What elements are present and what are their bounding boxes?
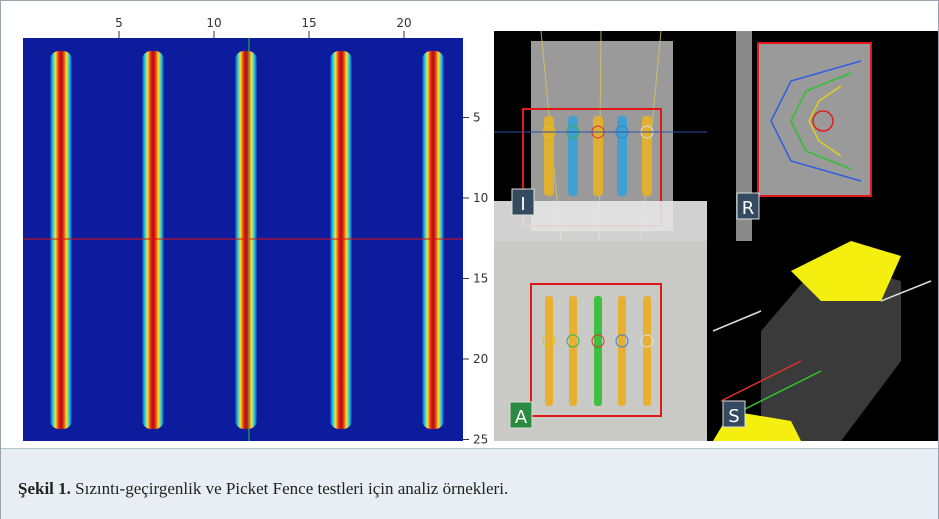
- caption-text: Sızıntı-geçirgenlik ve Picket Fence test…: [75, 479, 508, 498]
- leaf-stripe: [422, 51, 444, 429]
- leaf-stripe: [545, 296, 553, 406]
- figure-image: 5 10 15 20 5 10 15 20 25 I R A S: [1, 1, 938, 447]
- caption-label: Şekil 1.: [18, 479, 71, 498]
- y-tick-label: 20: [473, 352, 488, 366]
- view-label: S: [728, 406, 739, 427]
- leaf-stripe: [568, 116, 578, 196]
- leaf-stripe: [142, 51, 164, 429]
- leaf-stripe: [569, 296, 577, 406]
- view-label: A: [515, 407, 528, 428]
- leaf-stripe: [643, 296, 651, 406]
- leaf-stripe: [235, 51, 257, 429]
- y-tick-label: 10: [473, 191, 488, 205]
- view-label: I: [520, 194, 525, 215]
- view-label: R: [742, 198, 755, 219]
- leaf-stripe: [617, 116, 627, 196]
- x-tick-label: 10: [206, 16, 221, 30]
- leaf-stripe: [618, 296, 626, 406]
- x-tick-label: 20: [396, 16, 411, 30]
- y-tick-label: 5: [473, 111, 481, 125]
- leaf-stripe: [544, 116, 554, 196]
- y-tick-label: 25: [473, 433, 488, 447]
- leaf-stripe: [50, 51, 72, 429]
- leaf-stripe: [642, 116, 652, 196]
- figure: 5 10 15 20 5 10 15 20 25 I R A S Şekil 1. Sızıntı-g…: [0, 0, 939, 519]
- leaf-stripe: [594, 296, 602, 406]
- leaf-stripe: [593, 116, 603, 196]
- leaf-stripe: [330, 51, 352, 429]
- y-tick-label: 15: [473, 272, 488, 286]
- caption: Şekil 1. Sızıntı-geçirgenlik ve Picket F…: [18, 479, 508, 499]
- caption-box: Şekil 1. Sızıntı-geçirgenlik ve Picket F…: [1, 448, 938, 519]
- x-tick-label: 15: [301, 16, 316, 30]
- x-tick-label: 5: [115, 16, 123, 30]
